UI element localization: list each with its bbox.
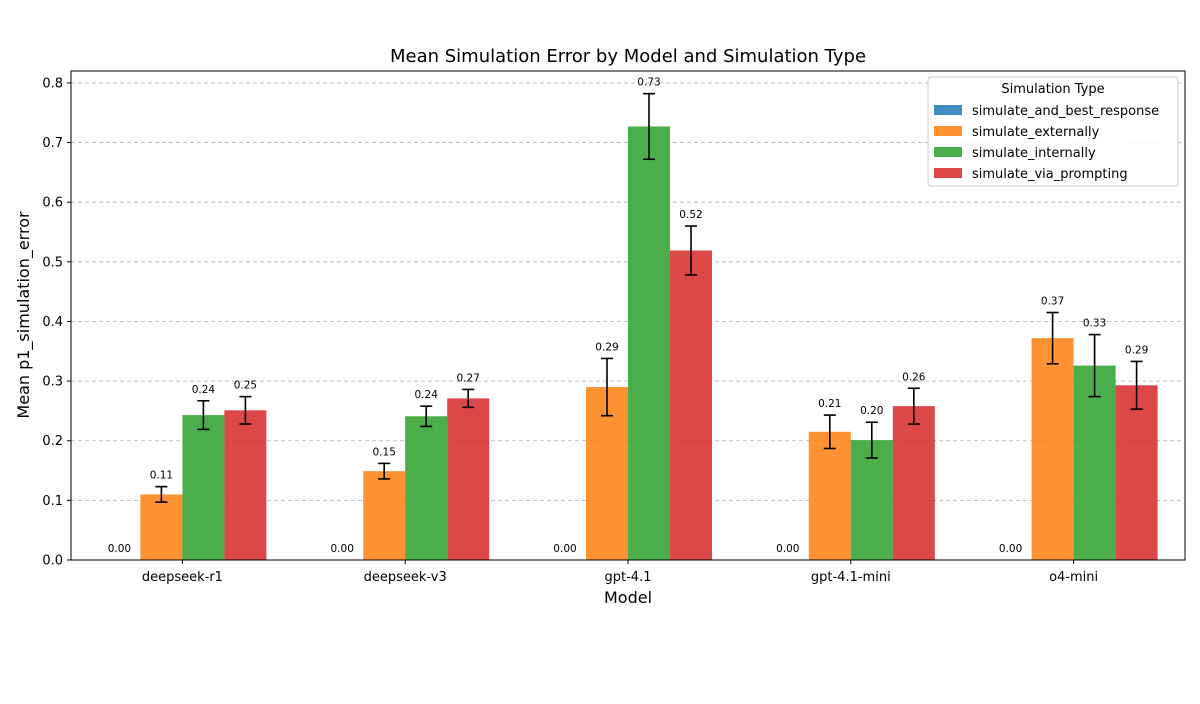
y-tick-label: 0.4 [42,315,63,330]
y-axis-title: Mean p1_simulation_error [14,211,34,419]
bar-simulate_via_prompting-gpt-4.1 [670,250,712,560]
legend-swatch-simulate_internally [934,147,962,157]
bar-value-label: 0.37 [1041,296,1064,308]
x-tick-label: deepseek-v3 [364,570,447,585]
bar-value-label: 0.25 [234,380,257,392]
bar-value-label: 0.00 [331,543,354,555]
bar-value-label: 0.00 [776,543,799,555]
bar-simulate_via_prompting-o4-mini [1115,385,1158,560]
y-tick-label: 0.2 [42,434,63,449]
bar-value-label: 0.33 [1083,318,1106,330]
bar-value-label: 0.29 [1125,344,1148,356]
x-tick-label: gpt-4.1 [605,570,652,585]
bar-value-label: 0.24 [192,384,216,396]
x-tick-label: deepseek-r1 [142,570,223,585]
bar-value-label: 0.27 [457,372,480,384]
bar-simulate_internally-deepseek-v3 [405,416,448,560]
x-axis-title: Model [604,588,652,607]
y-tick-label: 0.3 [42,375,63,390]
legend-label: simulate_and_best_response [972,104,1159,119]
bar-simulate_via_prompting-gpt-4.1-mini [892,406,935,560]
bar-simulate_via_prompting-deepseek-v3 [447,398,490,560]
bar-simulate_internally-o4-mini [1073,365,1116,560]
y-tick-label: 0.7 [42,136,63,151]
bar-simulate_externally-o4-mini [1031,338,1074,560]
bar-simulate_internally-gpt-4.1-mini [850,440,893,560]
bar-value-label: 0.24 [415,389,439,401]
legend-label: simulate_via_prompting [972,167,1128,182]
bar-simulate_externally-deepseek-r1 [140,494,183,560]
legend-swatch-simulate_externally [934,126,962,136]
bar-value-label: 0.29 [595,341,618,353]
axis-layer: 0.0 0.1 0.2 0.3 0.4 0.5 0.6 0.7 0.8 deepseek-r1 de… [42,70,1186,585]
legend-swatch-simulate_via_prompting [934,168,962,178]
legend: Simulation Type simulate_and_best_respon… [927,76,1179,187]
legend-items: simulate_and_best_response simulate_exter… [934,104,1159,182]
bar-value-label: 0.21 [818,398,841,410]
y-tick-label: 0.1 [42,494,63,509]
legend-title: Simulation Type [1001,82,1104,97]
bar-value-label: 0.26 [902,371,926,383]
y-tick-label: 0.8 [42,76,63,91]
legend-swatch-simulate_and_best_response [934,105,962,115]
bar-simulate_via_prompting-deepseek-r1 [224,410,267,560]
y-tick-label: 0.5 [42,255,63,270]
bar-value-label: 0.20 [860,405,883,417]
bar-simulate_internally-deepseek-r1 [182,415,225,560]
bar-value-label: 0.00 [999,543,1022,555]
bar-value-label: 0.00 [553,543,576,555]
bar-value-label: 0.00 [108,543,131,555]
bar-value-label: 0.52 [679,209,702,221]
chart-title: Mean Simulation Error by Model and Simul… [390,46,866,67]
plot-frame [70,70,1186,561]
bar-simulate_externally-gpt-4.1-mini [808,431,851,560]
bar-simulate_internally-gpt-4.1 [628,126,670,561]
bar-value-label: 0.11 [150,470,173,482]
bar-value-label: 0.73 [637,77,660,89]
x-tick-label: gpt-4.1-mini [811,570,891,585]
bar-simulate_externally-deepseek-v3 [363,471,406,560]
y-tick-label: 0.0 [42,554,63,569]
y-tick-label: 0.6 [42,196,63,211]
bar-value-label: 0.15 [373,446,396,458]
legend-label: simulate_externally [972,125,1100,140]
x-tick-label: o4-mini [1049,570,1098,585]
legend-frame [927,76,1179,187]
bar-layer: 0.00 0.11 0.24 0.25 0.00 0.15 0.24 0.27 0.00 0.29… [108,77,1158,561]
legend-label: simulate_internally [972,146,1096,161]
